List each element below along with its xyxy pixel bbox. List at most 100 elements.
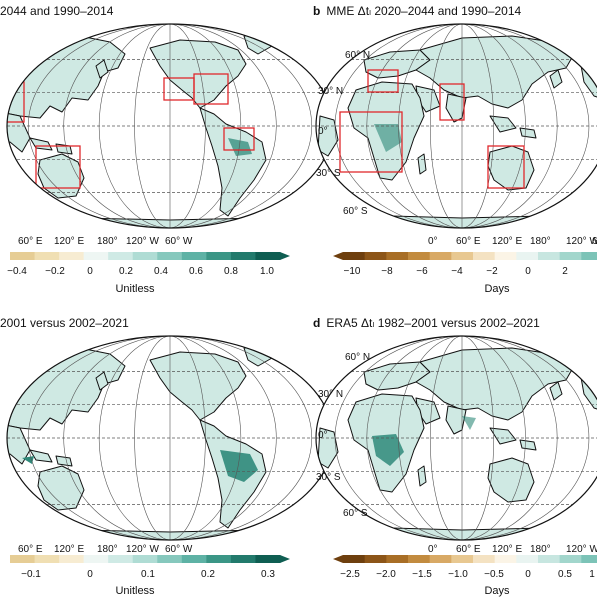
india-signal (462, 416, 476, 430)
longitude-label: 120° W (566, 236, 597, 247)
panel-d-title: d ERA5 Δtₗ 1982–2001 versus 2002–2021 (313, 316, 540, 330)
longitude-label: 180° (97, 544, 118, 555)
colorbar-tick-label: −6 (416, 266, 428, 277)
amazon-signal (228, 138, 252, 156)
longitude-label: 60° W (165, 544, 193, 555)
meridian-line (169, 336, 242, 540)
longitude-label: 60° E (18, 544, 43, 555)
longitude-label: 120° E (54, 236, 85, 247)
colorbar-segment (108, 252, 134, 260)
longitude-label: 120° W (126, 544, 159, 555)
longitude-label: 120° W (126, 236, 159, 247)
colorbar-segment (494, 555, 517, 563)
colorbar-segment (343, 252, 366, 260)
colorbar-segment (83, 555, 109, 563)
indonesia-island (489, 115, 517, 133)
colorbar-segment (10, 555, 36, 563)
meridian-line (169, 24, 242, 228)
latitude-label: 60° S (343, 508, 368, 519)
colorbar-segment (429, 252, 452, 260)
colorbar-segment (132, 252, 158, 260)
south-america-landmass (199, 107, 267, 217)
longitude-label: 0° (428, 544, 438, 555)
colorbar-segment (34, 555, 60, 563)
colorbar-tick-label: −0.2 (45, 266, 65, 277)
colorbar-segment (408, 555, 431, 563)
colorbar-tick-label: 0 (525, 569, 531, 580)
australia-landmass (37, 465, 85, 511)
colorbar-segment (230, 252, 256, 260)
colorbar-segment (473, 555, 496, 563)
longitude-label: 0° (428, 236, 438, 247)
colorbar-b (333, 252, 597, 260)
japan-island (549, 381, 563, 401)
colorbar-segment (181, 252, 207, 260)
new-guinea-island (519, 127, 537, 139)
panel-c-title: 2001 versus 2002–2021 (0, 316, 129, 330)
colorbar-tick-label: 0 (525, 266, 531, 277)
colorbar-tick-label: −2.5 (340, 569, 360, 580)
meridian-line (429, 24, 463, 228)
colorbar-arrow-right (280, 252, 290, 260)
colorbar-tick-label: 0.4 (154, 266, 168, 277)
meridian-line (429, 336, 463, 540)
region-box-amazon (223, 127, 255, 151)
colorbar-tick-label: −8 (381, 266, 393, 277)
meridian-line (461, 336, 526, 540)
meridian-line (169, 24, 277, 228)
colorbar-segment (386, 252, 409, 260)
colorbar-tick-label: −2.0 (376, 569, 396, 580)
longitude-label: 120° E (492, 544, 523, 555)
colorbar-segment (157, 555, 183, 563)
colorbar-d (333, 555, 597, 563)
colorbar-tick-label: 0.2 (119, 266, 133, 277)
australia-landmass (37, 153, 85, 199)
colorbar-segment (386, 555, 409, 563)
colorbar-tick-label: −0.1 (21, 569, 41, 580)
map-d (315, 335, 597, 541)
meridian-line (169, 24, 206, 228)
madagascar-island (417, 465, 427, 487)
colorbar-tick-label: 0 (87, 266, 93, 277)
colorbar-segment (230, 555, 256, 563)
colorbar-segment (34, 252, 60, 260)
colorbar-segment (581, 555, 597, 563)
panel-a-title: 2044 and 1990–2014 (0, 4, 114, 18)
colorbar-arrow-right (280, 555, 290, 563)
japan-island (549, 69, 563, 89)
new-guinea-island (519, 439, 537, 451)
colorbar-segment (206, 252, 232, 260)
india-landmass (445, 405, 467, 435)
colorbar-segment (538, 555, 561, 563)
meridian-line (169, 336, 206, 540)
japan-island (95, 59, 109, 79)
longitude-label: 60° E (18, 236, 43, 247)
colorbar-tick-label: −4 (451, 266, 463, 277)
latitude-label: 30° S (316, 168, 341, 179)
colorbar-tick-label: −2 (486, 266, 498, 277)
region-box-north-america-east (193, 73, 229, 105)
colorbar-tick-label: −0.4 (7, 266, 27, 277)
region-box-africa (339, 111, 403, 173)
colorbar-tick-label: −10 (343, 266, 361, 277)
longitude-label: 60° W (165, 236, 193, 247)
colorbar-segment (516, 555, 539, 563)
colorbar-segment (408, 252, 431, 260)
colorbar-tick-label: 0 (87, 569, 93, 580)
panel-b-title: b MME Δtₗ 2020–2044 and 1990–2014 (313, 4, 522, 18)
colorbar-unit-a: Unitless (115, 283, 155, 295)
colorbar-tick-label: 0.3 (261, 569, 275, 580)
latitude-label: 60° N (345, 50, 371, 61)
panel-b: b MME Δtₗ 2020–2044 and 1990–2014 60° N 30… (313, 4, 597, 295)
region-box-australia (487, 145, 525, 189)
longitude-label: 6 (592, 236, 597, 247)
map-c (6, 335, 334, 541)
latitude-label: 30° S (316, 472, 341, 483)
colorbar-segment (255, 555, 281, 563)
latitude-label: 60° N (345, 352, 371, 363)
colorbar-tick-label: 0.6 (189, 266, 203, 277)
colorbar-segment (206, 555, 232, 563)
colorbar-tick-label: 2 (562, 266, 568, 277)
latitude-label: 0° (318, 126, 328, 137)
